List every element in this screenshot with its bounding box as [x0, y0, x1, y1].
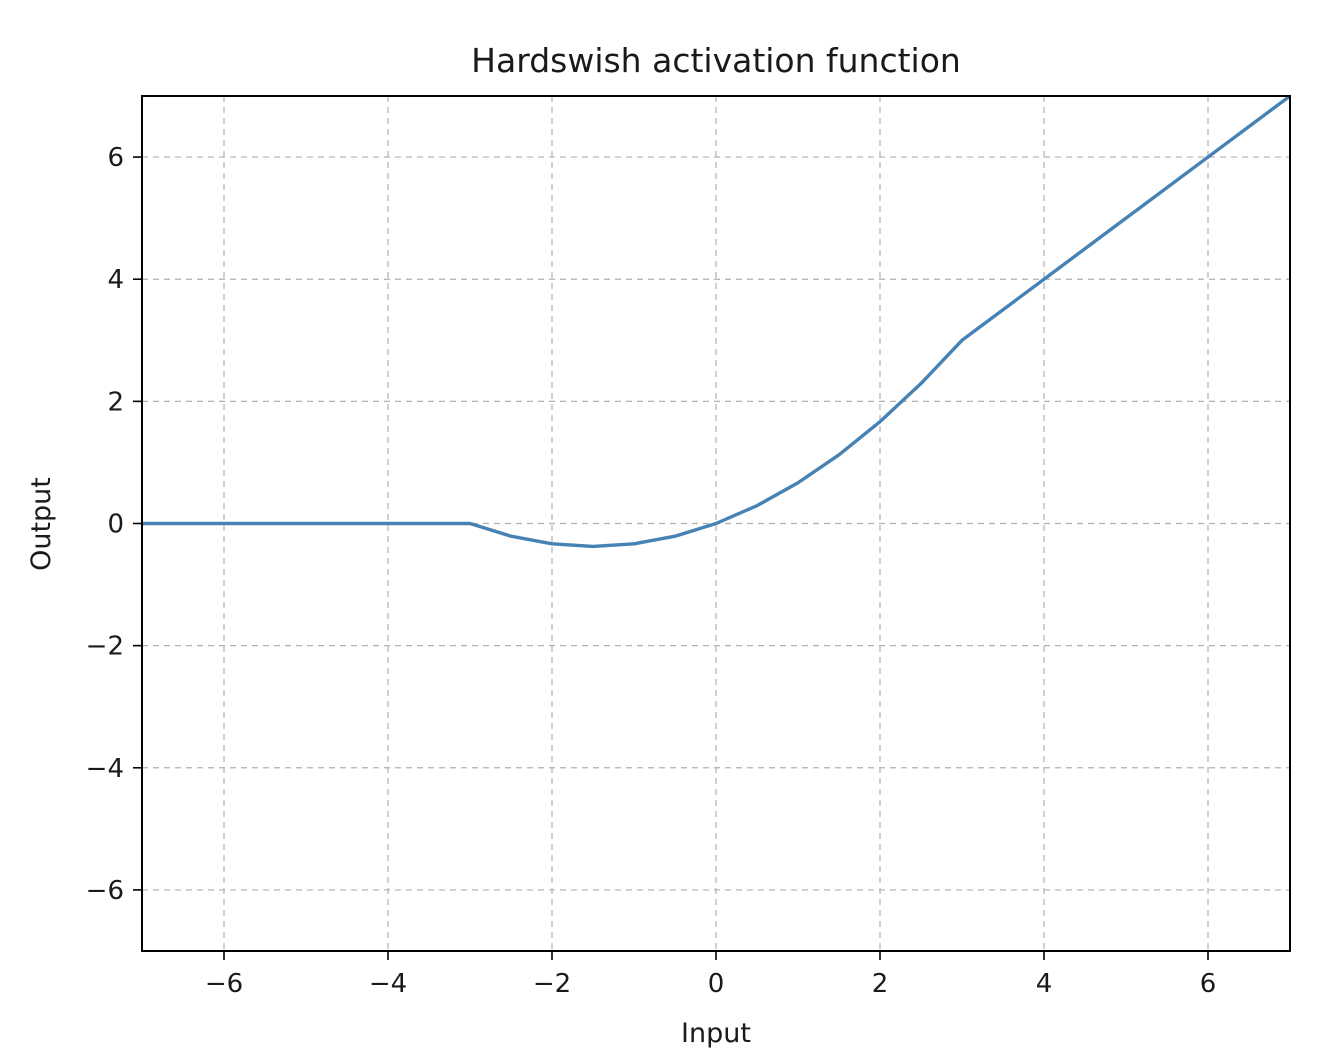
y-axis-label: Output [26, 477, 57, 571]
y-tick-label: 2 [107, 387, 124, 417]
x-tick-label: −2 [533, 969, 571, 999]
plot-area [142, 94, 1292, 549]
x-tick-label: −4 [369, 969, 407, 999]
x-tick-label: 4 [1036, 969, 1053, 999]
y-tick-label: 4 [107, 265, 124, 295]
ticks: −6 −4 −2 0 2 4 6 −6 −4 −2 0 2 4 6 [86, 143, 1217, 999]
chart-title: Hardswish activation function [471, 41, 961, 80]
y-tick-label: 6 [107, 143, 124, 173]
x-tick-label: −6 [205, 969, 243, 999]
x-tick-label: 6 [1200, 969, 1217, 999]
y-tick-label: −2 [86, 632, 124, 662]
x-tick-label: 0 [708, 969, 725, 999]
x-tick-label: 2 [872, 969, 889, 999]
hardswish-line [142, 94, 1292, 549]
y-tick-label: −6 [86, 876, 124, 906]
y-tick-label: −4 [86, 754, 124, 784]
x-axis-label: Input [681, 1018, 751, 1049]
y-tick-label: 0 [107, 510, 124, 540]
